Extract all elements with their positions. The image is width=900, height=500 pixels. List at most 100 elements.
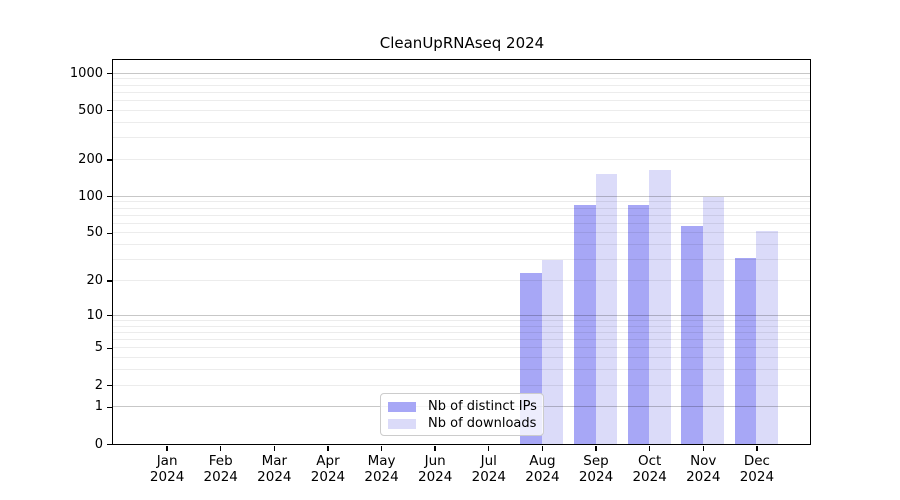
gridline-minor-300 [113, 137, 810, 139]
x-tick-year-feb: 2024 [203, 468, 238, 485]
gridline-major-10 [113, 314, 810, 316]
y-tick-label-1: 1 [94, 399, 103, 415]
y-tick-label-50: 50 [86, 225, 103, 241]
x-tick-month-may: May [367, 452, 396, 469]
x-tick-label-mar: Mar 2024 [242, 453, 306, 485]
bar-nb-of-downloads-sep [595, 173, 618, 444]
x-tick-year-apr: 2024 [310, 468, 346, 485]
gridline-minor-70 [113, 214, 810, 216]
x-tick-label-aug: Aug 2024 [510, 453, 574, 485]
gridline-minor-200 [113, 158, 810, 160]
legend: Nb of distinct IPs Nb of downloads [380, 393, 544, 436]
x-tick-month-jan: Jan [156, 452, 178, 469]
x-tick-label-jul: Jul 2024 [457, 453, 521, 485]
gridline-minor-3 [113, 369, 810, 371]
x-tick-label-dec: Dec 2024 [725, 453, 789, 485]
gridline-minor-30 [113, 259, 810, 261]
gridline-minor-900 [113, 78, 810, 80]
x-tick-year-nov: 2024 [686, 468, 721, 485]
gridline-minor-6 [113, 339, 810, 341]
y-tick-label-500: 500 [78, 102, 103, 118]
bar-nb-of-downloads-dec [756, 230, 778, 444]
legend-label-distinct-ips: Nb of distinct IPs [428, 399, 537, 414]
x-tick-mark-may [380, 446, 383, 451]
gridline-minor-90 [113, 201, 810, 203]
y-tick-mark-200 [107, 159, 112, 161]
x-tick-mark-dec [756, 446, 758, 451]
gridline-minor-5 [113, 347, 810, 349]
legend-swatch-downloads [388, 418, 416, 429]
y-tick-label-10: 10 [86, 307, 103, 323]
gridline-minor-40 [113, 244, 810, 246]
x-tick-mark-feb [220, 446, 222, 451]
x-tick-month-mar: Mar [261, 452, 288, 469]
gridline-minor-60 [113, 222, 810, 224]
x-tick-label-sep: Sep 2024 [564, 453, 628, 485]
x-tick-year-aug: 2024 [525, 468, 560, 485]
y-tick-mark-500 [107, 110, 112, 112]
x-tick-mark-jul [488, 446, 490, 451]
x-tick-year-jul: 2024 [471, 468, 506, 485]
bar-nb-of-distinct-ips-sep [574, 204, 596, 444]
x-tick-year-mar: 2024 [257, 468, 292, 485]
plot-area [112, 58, 811, 445]
legend-label-downloads: Nb of downloads [428, 416, 537, 431]
x-tick-month-dec: Dec [743, 452, 770, 469]
x-tick-month-sep: Sep [583, 452, 609, 469]
x-tick-year-dec: 2024 [739, 468, 775, 485]
bar-nb-of-downloads-nov [702, 197, 725, 444]
x-tick-mark-jan [166, 446, 168, 451]
gridline-minor-7 [113, 331, 810, 333]
y-tick-label-20: 20 [86, 273, 103, 289]
y-tick-label-2: 2 [94, 377, 103, 393]
x-tick-year-sep: 2024 [578, 468, 614, 485]
bar-nb-of-downloads-aug [541, 259, 564, 444]
x-tick-month-jul: Jul [480, 452, 497, 469]
legend-swatch-distinct-ips [388, 401, 416, 412]
x-tick-year-jun: 2024 [418, 468, 453, 485]
y-tick-mark-5 [107, 347, 112, 349]
x-tick-mark-mar [273, 446, 276, 451]
gridline-minor-2 [113, 384, 810, 386]
x-tick-label-oct: Oct 2024 [618, 453, 682, 485]
x-tick-month-apr: Apr [316, 452, 340, 469]
gridline-minor-50 [113, 232, 810, 234]
y-tick-label-5: 5 [94, 340, 103, 356]
gridline-minor-9 [113, 319, 810, 321]
bar-nb-of-distinct-ips-oct [627, 204, 650, 444]
x-tick-mark-aug [541, 446, 544, 451]
y-tick-mark-0 [107, 443, 112, 446]
x-tick-month-oct: Oct [637, 452, 662, 469]
gridline-minor-80 [113, 207, 810, 209]
x-tick-month-jun: Jun [424, 452, 446, 469]
x-tick-mark-jun [434, 446, 436, 451]
x-tick-month-nov: Nov [690, 452, 717, 469]
chart-title: CleanUpRNAseq 2024 [379, 34, 545, 52]
x-tick-label-may: May 2024 [350, 453, 414, 485]
gridline-minor-400 [113, 121, 810, 123]
gridline-major-1000 [113, 72, 810, 74]
gridline-minor-4 [113, 357, 810, 359]
gridline-major-100 [113, 195, 810, 197]
x-tick-label-nov: Nov 2024 [671, 453, 735, 485]
gridline-minor-500 [113, 109, 810, 111]
bar-nb-of-distinct-ips-nov [681, 226, 703, 444]
x-tick-year-oct: 2024 [632, 468, 667, 485]
x-tick-year-jan: 2024 [149, 468, 185, 485]
gridline-minor-8 [113, 325, 810, 327]
legend-item-downloads: Nb of downloads [388, 416, 537, 431]
y-tick-label-0: 0 [94, 436, 103, 452]
y-tick-label-1000: 1000 [69, 65, 103, 81]
x-tick-label-jun: Jun 2024 [403, 453, 467, 485]
y-tick-mark-50 [107, 232, 112, 235]
x-tick-label-apr: Apr 2024 [296, 453, 360, 485]
y-tick-mark-10 [107, 315, 112, 317]
bar-nb-of-downloads-oct [649, 169, 671, 444]
gridline-minor-700 [113, 91, 810, 93]
x-tick-month-aug: Aug [529, 452, 556, 469]
x-tick-mark-oct [648, 446, 651, 451]
x-tick-mark-apr [327, 446, 329, 451]
bar-nb-of-distinct-ips-dec [734, 257, 757, 444]
y-tick-label-200: 200 [78, 151, 103, 167]
